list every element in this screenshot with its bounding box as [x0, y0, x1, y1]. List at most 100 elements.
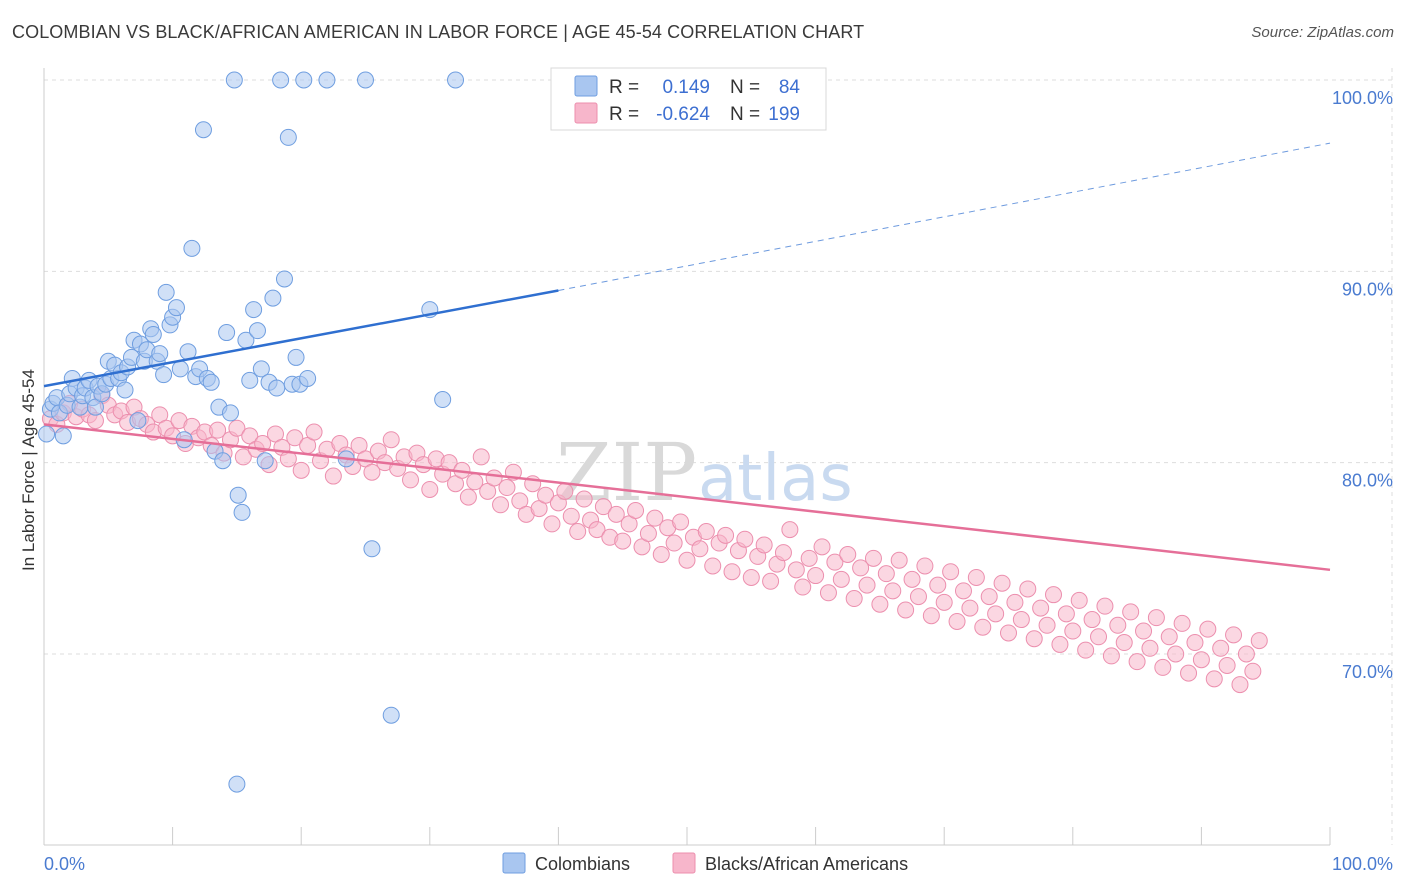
legend-swatch-blue: [574, 75, 598, 97]
blacks-point: [652, 546, 670, 564]
bottom-legend-label-blacks: Blacks/African Americans: [705, 854, 908, 874]
blacks-point: [1077, 641, 1095, 659]
blacks-point: [363, 463, 381, 481]
blacks-point: [562, 507, 580, 525]
blacks-point: [1000, 624, 1017, 642]
colombians-point: [157, 283, 175, 301]
legend-n-label-pink: N =: [730, 104, 760, 125]
blacks-point: [717, 526, 735, 544]
blacks-point: [903, 570, 921, 588]
blacks-point: [324, 467, 342, 485]
blacks-point: [1141, 639, 1159, 657]
blacks-point: [594, 498, 612, 516]
colombians-point: [318, 71, 336, 89]
bottom-legend-label-colombians: Colombians: [535, 854, 630, 874]
colombians-point: [194, 121, 212, 139]
blacks-point: [305, 423, 323, 441]
blacks-point: [492, 496, 510, 514]
blacks-point: [672, 513, 690, 531]
colombians-point: [144, 325, 162, 343]
colombians-point: [233, 503, 251, 521]
blacks-point: [1109, 616, 1127, 634]
blacks-point: [234, 448, 252, 466]
legend-n-value-blue: 84: [779, 77, 801, 98]
blacks-point: [1006, 593, 1024, 611]
colombians-point: [225, 71, 243, 89]
colombians-point: [248, 322, 266, 340]
blacks-point: [967, 568, 985, 586]
x-tick-label-min: 0.0%: [44, 854, 85, 874]
blacks-point: [1128, 653, 1146, 671]
blacks-point: [1212, 639, 1230, 657]
blacks-point: [1135, 622, 1153, 640]
colombians-trend-extension: [558, 142, 1331, 291]
colombians-point: [54, 427, 72, 445]
blacks-point: [537, 486, 555, 504]
blacks-point: [575, 490, 593, 508]
blacks-point: [1025, 630, 1043, 648]
blacks-point: [839, 546, 857, 564]
blacks-point: [286, 429, 304, 447]
legend-r-label-blue: R =: [609, 77, 639, 98]
blacks-point: [665, 534, 683, 552]
blacks-point: [1173, 614, 1191, 632]
y-tick-label-100: 100.0%: [1332, 88, 1393, 108]
legend-r-value-pink: -0.624: [656, 104, 710, 125]
blacks-point: [292, 461, 310, 479]
blacks-point: [781, 521, 799, 539]
blacks-point: [762, 572, 780, 590]
colombians-point: [264, 289, 282, 307]
blacks-point: [1192, 651, 1210, 669]
blacks-point: [813, 538, 831, 556]
blacks-point: [1019, 580, 1037, 598]
trend-lines: [43, 142, 1331, 572]
blacks-point: [691, 540, 709, 558]
blacks-point: [864, 549, 882, 567]
legend-n-label-blue: N =: [730, 77, 760, 98]
blacks-point: [1186, 634, 1204, 652]
blacks-point: [800, 549, 818, 567]
y-tick-label-80: 80.0%: [1342, 471, 1393, 491]
blacks-point: [871, 595, 889, 613]
blacks-point: [1115, 634, 1133, 652]
blacks-point: [877, 565, 895, 583]
y-tick-label-90: 90.0%: [1342, 279, 1393, 299]
colombians-point: [382, 706, 400, 724]
colombians-point: [287, 348, 305, 366]
colombians-trend-line: [43, 289, 559, 388]
colombians-point: [214, 452, 232, 470]
colombians-point: [151, 345, 169, 363]
blacks-point: [845, 590, 863, 608]
colombians-point: [447, 71, 465, 89]
blacks-point: [1205, 670, 1223, 688]
blacks-point: [1057, 605, 1075, 623]
bottom-legend-swatch-colombians: [502, 852, 526, 874]
blacks-point: [1102, 647, 1120, 665]
blacks-point: [897, 601, 915, 619]
watermark-atlas: atlas: [698, 442, 853, 516]
blacks-point: [1070, 591, 1088, 609]
blacks-point: [678, 551, 696, 569]
watermark-zip: ZIP: [556, 426, 697, 519]
colombians-point: [116, 381, 134, 399]
axes: [43, 68, 1331, 846]
blacks-point: [646, 509, 664, 527]
colombians-point: [171, 360, 189, 378]
blacks-point: [569, 523, 587, 541]
colombians-point: [275, 270, 293, 288]
blacks-point: [1083, 611, 1101, 629]
colombians-point: [252, 360, 270, 378]
blacks-point: [697, 523, 715, 541]
legend-r-value-blue: 0.149: [662, 77, 710, 98]
legend-r-label-pink: R =: [609, 104, 639, 125]
blacks-point: [704, 557, 722, 575]
blacks-point: [543, 515, 561, 533]
colombians-point: [167, 299, 185, 317]
colombians-point: [295, 71, 313, 89]
blacks-point: [209, 421, 227, 439]
x-tick-label-max: 100.0%: [1332, 854, 1393, 874]
source-name: ZipAtlas.com: [1307, 24, 1394, 41]
blacks-point: [742, 568, 760, 586]
colombians-point: [155, 366, 173, 384]
